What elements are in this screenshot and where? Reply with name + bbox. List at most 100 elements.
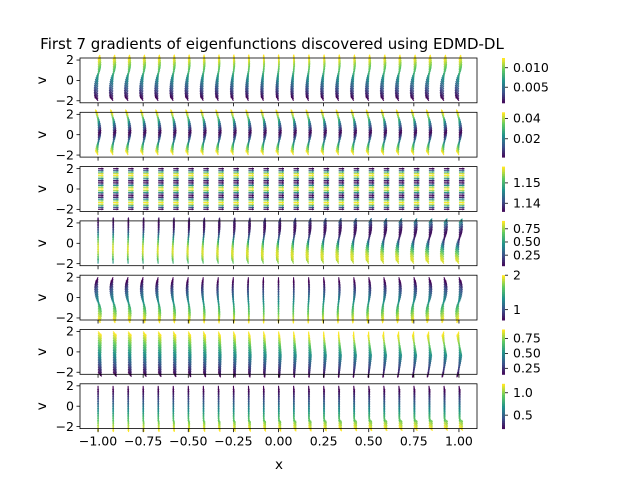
quiver-arrow-head <box>234 130 237 133</box>
quiver-arrow-head <box>417 179 420 182</box>
quiver-arrow-head <box>327 204 330 208</box>
quiver-arrow-head <box>402 203 405 206</box>
quiver-arrow-head <box>260 148 263 151</box>
quiver-arrow-head <box>432 203 435 206</box>
quiver-arrow-head <box>320 86 323 89</box>
quiver-arrow-head <box>282 179 284 182</box>
quiver-arrow-head <box>275 148 278 151</box>
quiver-arrow-head <box>236 175 239 179</box>
quiver-arrow-head <box>101 172 104 175</box>
quiver-arrow-head <box>99 62 102 65</box>
quiver-arrow-head <box>417 192 420 196</box>
quiver-arrow-head <box>372 192 375 196</box>
quiver-arrow-head <box>99 63 102 67</box>
colorbar-segment <box>502 71 505 74</box>
quiver-arrow-head <box>206 208 209 211</box>
quiver-arrow-head <box>320 87 323 91</box>
quiver-arrow-head <box>101 203 104 206</box>
quiver-arrow-head <box>131 197 134 201</box>
quiver-arrow-head <box>354 126 357 129</box>
quiver-arrow-head <box>440 82 443 86</box>
quiver-arrow-head <box>251 191 254 194</box>
quiver-arrow-head <box>159 126 162 129</box>
quiver-arrow-head <box>125 148 128 151</box>
quiver-arrow-head <box>320 89 323 92</box>
quiver-arrow-head <box>169 84 172 87</box>
quiver-arrow-head <box>99 128 102 131</box>
quiver-arrow-head <box>447 192 450 196</box>
quiver-arrow-head <box>161 199 164 202</box>
quiver-arrow-head <box>101 174 104 177</box>
quiver-arrow-head <box>380 109 383 112</box>
quiver-arrow-head <box>215 150 218 153</box>
quiver-arrow-head <box>432 199 435 202</box>
quiver-arrow-head <box>218 122 221 126</box>
quiver-arrow-head <box>357 197 360 201</box>
quiver-arrow-head <box>233 122 236 126</box>
quiver-arrow-head <box>236 179 239 182</box>
quiver-arrow-head <box>206 203 209 206</box>
quiver-arrow-head <box>324 131 327 135</box>
colorbar-segment <box>502 95 505 98</box>
quiver-arrow-head <box>402 186 405 189</box>
quiver-arrow-head <box>396 150 399 153</box>
quiver-arrow-head <box>282 174 284 177</box>
quiver-arrow-head <box>176 203 179 206</box>
quiver-arrow-head <box>297 203 300 206</box>
quiver-arrow-head <box>236 201 239 204</box>
quiver-arrow-head <box>410 96 413 99</box>
quiver-arrow-head <box>101 179 104 182</box>
quiver-arrow-head <box>124 96 127 99</box>
quiver-arrow-head <box>146 170 149 174</box>
quiver-arrow-head <box>176 182 179 185</box>
quiver-arrow-head <box>282 184 284 187</box>
quiver-arrow-head <box>351 146 354 149</box>
quiver-arrow-head <box>312 189 315 192</box>
quiver-arrow-head <box>98 126 101 129</box>
quiver-arrow-head <box>320 84 323 87</box>
quiver-arrow-head <box>206 189 209 192</box>
quiver-arrow-head <box>428 54 432 57</box>
quiver-arrow-head <box>116 194 119 197</box>
quiver-arrow-head <box>399 122 402 126</box>
quiver-arrow-head <box>236 192 239 196</box>
quiver-arrow-head <box>429 122 432 126</box>
quiver-arrow-head <box>327 203 330 206</box>
quiver-arrow-head <box>447 189 450 192</box>
quiver-arrow-head <box>155 76 159 80</box>
quiver-arrow-head <box>215 92 218 96</box>
quiver-arrow-head <box>199 86 203 89</box>
quiver-arrow-head <box>432 167 435 170</box>
quiver-arrow-head <box>372 191 375 194</box>
quiver-arrow-head <box>146 180 149 184</box>
quiver-arrow-head <box>95 150 98 153</box>
quiver-arrow-head <box>312 177 315 180</box>
quiver-arrow-head <box>456 150 459 153</box>
quiver-arrow-head <box>426 146 429 149</box>
quiver-arrow-head <box>447 204 450 208</box>
quiver-arrow-head <box>161 179 164 182</box>
quiver-arrow-head <box>260 85 263 89</box>
quiver-arrow-head <box>236 174 239 177</box>
quiver-arrow-head <box>251 186 254 189</box>
quiver-arrow-head <box>200 84 203 87</box>
quiver-arrow-head <box>101 196 104 199</box>
quiver-arrow-head <box>140 148 143 151</box>
quiver-arrow-head <box>101 177 104 180</box>
quiver-arrow-head <box>387 201 390 204</box>
quiver-arrow-head <box>236 170 239 174</box>
quiver-arrow-head <box>144 128 147 131</box>
quiver-arrow-head <box>324 124 327 127</box>
colorbar-segment <box>502 58 505 61</box>
colorbar-segment <box>502 76 505 80</box>
quiver-arrow-head <box>432 172 435 175</box>
quiver-arrow-head <box>402 172 405 175</box>
quiver-arrow-head <box>402 170 405 174</box>
quiver-arrow-head <box>444 63 447 67</box>
quiver-arrow-head <box>267 189 269 192</box>
quiver-arrow-head <box>146 169 149 172</box>
colorbar-tick-label: 0.04 <box>513 111 541 126</box>
quiver-arrow-head <box>447 187 450 191</box>
quiver-arrow-head <box>109 96 112 99</box>
